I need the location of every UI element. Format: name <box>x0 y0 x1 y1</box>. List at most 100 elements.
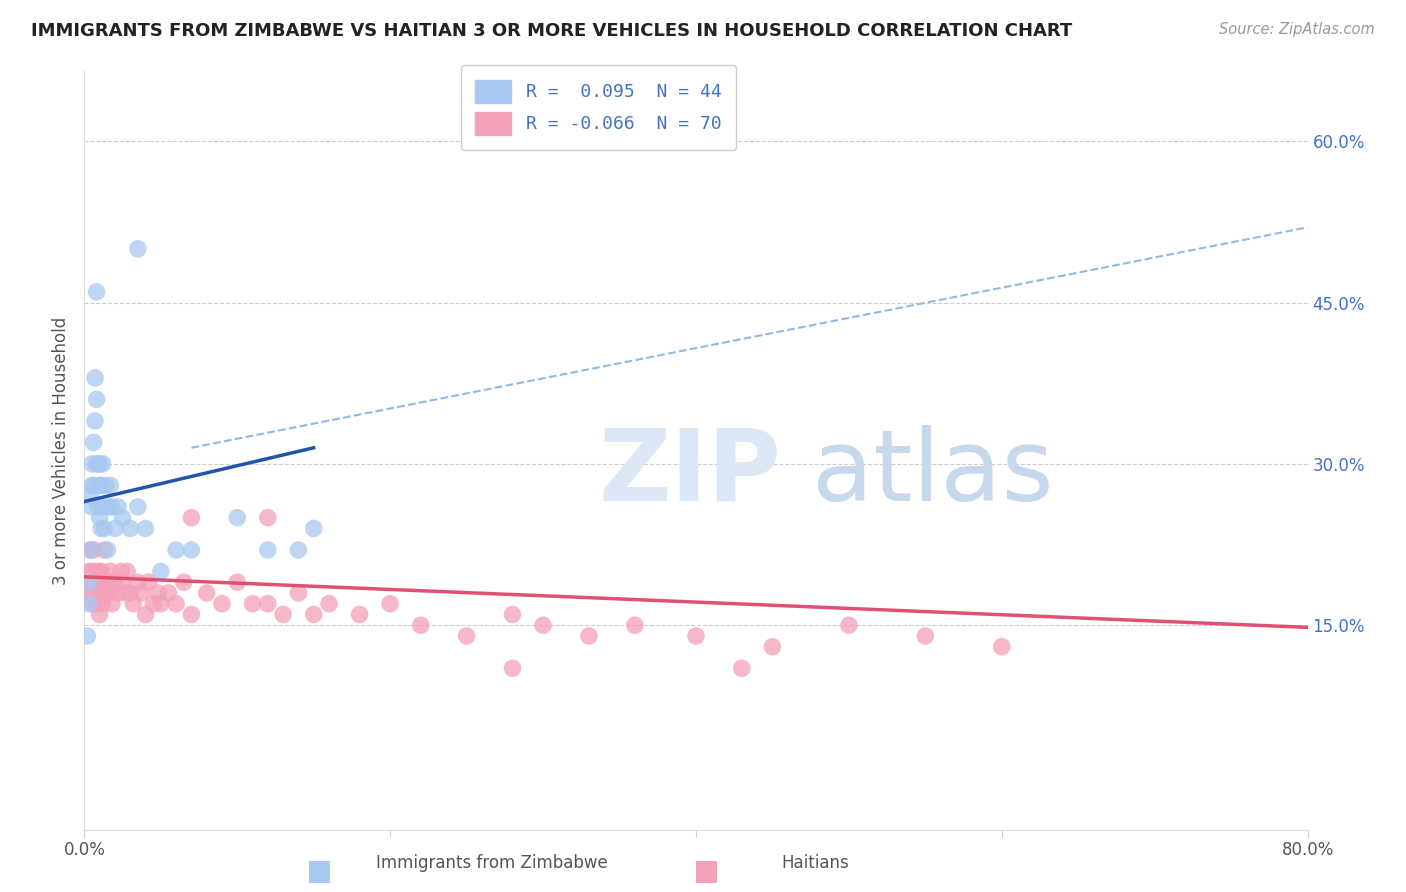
Point <box>80 597 103 611</box>
Point <box>77 597 100 611</box>
Point <box>127 242 149 256</box>
Point <box>91 457 114 471</box>
Point <box>173 575 195 590</box>
Point <box>76 629 98 643</box>
Point <box>685 629 707 643</box>
Legend: R =  0.095  N = 44, R = -0.066  N = 70: R = 0.095 N = 44, R = -0.066 N = 70 <box>461 65 735 150</box>
Point <box>120 586 142 600</box>
Point <box>531 618 554 632</box>
Point <box>93 575 115 590</box>
Point <box>211 597 233 611</box>
Point <box>80 478 103 492</box>
Point <box>86 565 108 579</box>
Point <box>79 489 101 503</box>
Text: IMMIGRANTS FROM ZIMBABWE VS HAITIAN 3 OR MORE VEHICLES IN HOUSEHOLD CORRELATION : IMMIGRANTS FROM ZIMBABWE VS HAITIAN 3 OR… <box>31 22 1073 40</box>
Point <box>101 500 124 514</box>
Point <box>98 565 121 579</box>
Point <box>122 597 145 611</box>
Point <box>96 575 118 590</box>
Point <box>83 478 105 492</box>
Point <box>129 586 152 600</box>
Point <box>79 586 101 600</box>
Point <box>380 597 402 611</box>
Point <box>91 597 114 611</box>
Point <box>165 543 187 558</box>
Point <box>111 510 134 524</box>
Point <box>77 575 100 590</box>
Point <box>79 543 101 558</box>
Point <box>103 575 125 590</box>
Point <box>257 510 280 524</box>
Point <box>287 543 309 558</box>
Point <box>101 597 124 611</box>
Point <box>242 597 264 611</box>
Point <box>76 575 98 590</box>
Point <box>318 597 340 611</box>
Point <box>838 618 860 632</box>
Point <box>80 500 103 514</box>
Point <box>226 510 249 524</box>
Point <box>98 478 121 492</box>
Point <box>86 285 108 299</box>
Point <box>79 543 101 558</box>
Point <box>114 586 136 600</box>
Point <box>226 575 249 590</box>
Point <box>180 607 202 622</box>
Y-axis label: 3 or more Vehicles in Household: 3 or more Vehicles in Household <box>52 317 70 584</box>
Point <box>180 543 202 558</box>
Point <box>90 586 112 600</box>
Point <box>86 457 108 471</box>
Point <box>624 618 647 632</box>
Point <box>502 607 524 622</box>
Point <box>127 575 149 590</box>
Point <box>87 575 110 590</box>
Point <box>104 575 127 590</box>
Point <box>89 457 111 471</box>
Point <box>77 565 100 579</box>
Point <box>84 371 107 385</box>
Point <box>80 457 103 471</box>
Point <box>914 629 936 643</box>
Point <box>94 478 117 492</box>
Point <box>93 521 115 535</box>
Point <box>257 597 280 611</box>
Point <box>80 565 103 579</box>
Point <box>120 521 142 535</box>
Point <box>731 661 754 675</box>
Point <box>111 575 134 590</box>
Point <box>97 586 120 600</box>
Point <box>89 565 111 579</box>
Point <box>165 597 187 611</box>
Text: atlas: atlas <box>813 425 1054 522</box>
Point <box>302 521 325 535</box>
Point <box>142 597 165 611</box>
Point <box>195 586 218 600</box>
Point <box>87 500 110 514</box>
Point <box>104 521 127 535</box>
Point <box>149 597 172 611</box>
Point <box>257 543 280 558</box>
Point <box>991 640 1014 654</box>
Point <box>115 565 138 579</box>
Point <box>578 629 600 643</box>
Point <box>180 510 202 524</box>
Point <box>87 457 110 471</box>
Point <box>456 629 478 643</box>
Point <box>146 586 169 600</box>
Point <box>135 521 157 535</box>
Point <box>138 575 160 590</box>
Point <box>93 543 115 558</box>
Point <box>96 543 118 558</box>
Point <box>89 478 111 492</box>
Point <box>83 586 105 600</box>
Point <box>761 640 783 654</box>
Point <box>86 597 108 611</box>
Point <box>90 478 112 492</box>
Point <box>149 565 172 579</box>
Point <box>349 607 371 622</box>
Text: Immigrants from Zimbabwe: Immigrants from Zimbabwe <box>377 855 607 872</box>
Point <box>287 586 309 600</box>
Point <box>107 500 129 514</box>
Point <box>271 607 294 622</box>
Point <box>302 607 325 622</box>
